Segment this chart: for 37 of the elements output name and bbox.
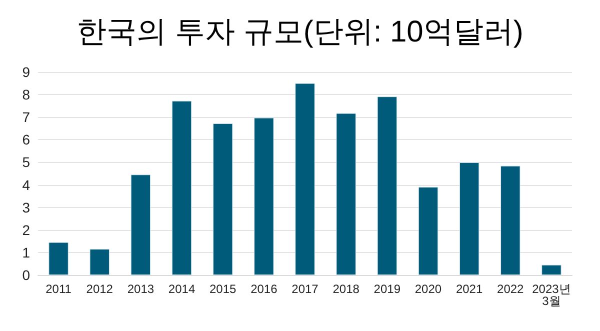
chart-title: 한국의 투자 규모(단위: 10억달러) [76,16,524,48]
bar [336,113,356,275]
y-tick-label: 5 [22,154,30,170]
y-tick-label: 6 [22,132,30,148]
y-tick-label: 8 [22,86,30,103]
x-tick-label: 2016 [250,282,278,296]
x-tick-label: 2011 [46,282,72,296]
bar [130,174,151,275]
x-tick-label: 2014 [168,282,196,296]
bar [90,249,110,275]
y-tick-label: 2 [22,222,30,238]
x-tick-label: 2012 [86,282,114,296]
bar [48,242,68,275]
bar [418,187,438,275]
x-tick-label: 2021 [456,282,483,296]
bar [500,166,520,275]
bar [459,162,480,275]
y-tick-label: 4 [22,176,30,193]
y-tick-label: 9 [22,64,30,80]
y-tick-label: 0 [22,267,30,283]
y-tick-label: 7 [22,109,30,126]
x-tick-label: 2018 [332,282,360,296]
bar [212,123,233,275]
bar [172,100,192,275]
bar [542,264,562,275]
x-tick-label: 2017 [292,282,319,296]
x-tick-label: 2023년 3월 [532,282,571,308]
bar [377,96,398,275]
y-tick-label: 3 [22,199,30,216]
x-tick-label: 2015 [209,282,237,296]
x-tick-label: 2013 [127,282,154,296]
y-tick-label: 1 [22,244,30,260]
bar [295,83,315,275]
x-tick-label: 2019 [374,282,401,296]
bar [254,118,274,275]
x-tick-label: 2020 [414,282,442,296]
x-tick-label: 2022 [497,282,524,296]
